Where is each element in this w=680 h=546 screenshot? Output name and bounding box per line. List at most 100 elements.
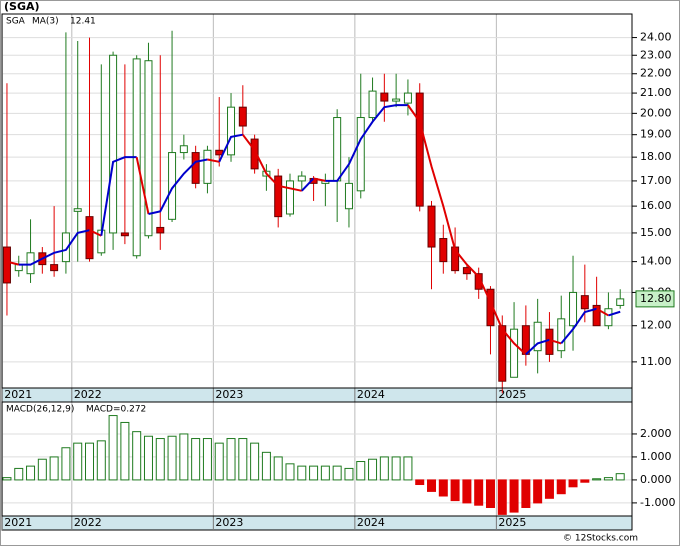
candle-body [604, 308, 613, 327]
candle-body [592, 304, 601, 327]
y-tick-label: 2.000 [640, 427, 672, 440]
ma-line [407, 104, 527, 356]
ma-line [313, 177, 326, 182]
candle-body [156, 226, 165, 234]
footer: © 12Stocks.com [563, 534, 638, 544]
y-tick-label: 24.00 [640, 31, 672, 44]
macd-bar [356, 461, 366, 481]
macd-bar [415, 479, 425, 486]
macd-bar [403, 456, 413, 481]
candle-body [168, 152, 177, 220]
last-price-box [635, 290, 675, 308]
candle-body [580, 295, 589, 310]
macd-bar [521, 479, 531, 508]
candle-body [73, 208, 82, 212]
x-tick-label: 2023 [215, 388, 243, 401]
candle-body [238, 106, 247, 127]
macd-bar [285, 463, 295, 481]
y-tick-label: 23.00 [640, 48, 672, 61]
macd-bar [61, 447, 71, 481]
ma-line [596, 307, 609, 317]
macd-bar [497, 479, 507, 515]
macd-bar [344, 467, 354, 481]
macd-bar [14, 467, 24, 481]
macd-bar [544, 479, 554, 499]
candle-body [439, 238, 448, 263]
candle-body [533, 321, 542, 352]
x-tick-label: 2025 [498, 516, 526, 529]
macd-legend: MACD=0.272 [86, 405, 146, 415]
macd-bar [568, 479, 578, 488]
macd-bar [615, 473, 625, 481]
macd-bar [391, 456, 401, 481]
macd-bar [96, 440, 106, 481]
x-tick-label: 2022 [74, 516, 102, 529]
plot-border [1, 401, 633, 517]
candle-body [50, 264, 59, 272]
chart-title: (SGA) [4, 0, 40, 13]
candle-body [403, 92, 412, 104]
macd-bar [379, 456, 389, 481]
macd-bar [297, 465, 307, 481]
macd-bar [332, 465, 342, 481]
macd-bar [485, 479, 495, 508]
macd-bar [320, 465, 330, 481]
legend-name: SGA [6, 17, 26, 27]
macd-bar [438, 479, 448, 497]
candle-body [285, 180, 294, 215]
macd-bar [214, 442, 224, 481]
macd-bar [191, 438, 201, 481]
ma-line [242, 134, 302, 192]
y-tick-label: 17.00 [640, 174, 672, 187]
ma-line [148, 158, 208, 215]
ma-line [549, 338, 562, 345]
y-tick-label: -1.000 [640, 496, 675, 509]
y-tick-label: 19.00 [640, 128, 672, 141]
candle-body [179, 145, 188, 154]
legend-ma-value: 12.41 [70, 17, 96, 27]
macd-bar [462, 479, 472, 504]
candle-body [215, 149, 224, 156]
ma-line [608, 310, 621, 317]
ma-line [560, 307, 597, 345]
ma-line [135, 156, 150, 215]
macd-bar [108, 415, 118, 481]
candle-body [61, 232, 70, 263]
candle-body [415, 92, 424, 207]
macd-bar [309, 465, 319, 481]
macd-bar [202, 438, 212, 481]
y-tick-label: 16.00 [640, 199, 672, 212]
candle-body [227, 106, 236, 156]
last-price-label: 12.80 [640, 292, 672, 305]
macd-bar [556, 479, 566, 495]
candle-body [462, 267, 471, 275]
candle-body [250, 138, 259, 170]
macd-bar [73, 442, 83, 481]
legend-ma: MA(3) [32, 17, 59, 27]
macd-bar [37, 458, 47, 481]
candle-body [333, 117, 342, 182]
macd-bar [179, 433, 189, 481]
candle-body [274, 175, 283, 218]
macd-bar [132, 431, 142, 481]
candle-body [498, 325, 507, 382]
candle-body [486, 288, 495, 327]
macd-bar [580, 479, 590, 483]
candle-body [356, 117, 365, 192]
x-tick-label: 2025 [498, 388, 526, 401]
macd-bar [120, 421, 130, 481]
ma-line [301, 177, 315, 192]
macd-bar [603, 477, 613, 481]
candle-body [545, 328, 554, 355]
macd-bar [427, 479, 437, 492]
y-tick-label: 12.00 [640, 319, 672, 332]
macd-bar [509, 479, 519, 513]
macd-bar [533, 479, 543, 504]
macd-bar [226, 438, 236, 481]
ma-line [100, 156, 137, 236]
x-tick-label: 2021 [4, 516, 32, 529]
candle-body [380, 92, 389, 102]
macd-bar [49, 456, 59, 481]
candle-body [368, 90, 377, 119]
